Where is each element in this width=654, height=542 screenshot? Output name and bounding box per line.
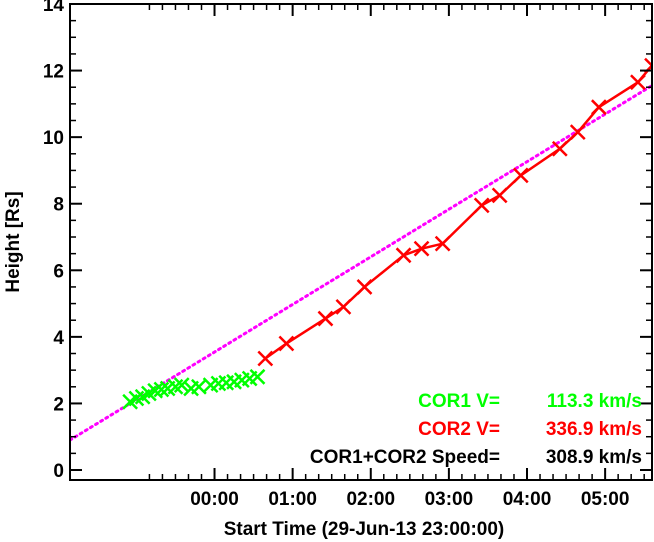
- data-point-cor2: [356, 279, 373, 295]
- data-point-cor1: [153, 381, 170, 398]
- ticks-layer: [70, 3, 652, 480]
- legend-value: 113.3 km/s: [547, 391, 642, 412]
- data-point-cor2: [551, 140, 568, 157]
- data-point-cor2: [278, 335, 295, 352]
- x-tick-label: 05:00: [581, 489, 630, 510]
- y-tick-label: 4: [53, 328, 64, 349]
- data-point-cor2: [317, 310, 334, 327]
- y-tick-label: 8: [53, 195, 64, 216]
- y-tick-label: 14: [43, 0, 65, 16]
- data-point-cor2: [413, 240, 430, 257]
- y-tick-label: 2: [53, 394, 64, 415]
- y-tick-label: 0: [53, 461, 64, 482]
- legend-value: 308.9 km/s: [546, 447, 642, 468]
- legend-label: COR1 V=: [418, 391, 500, 412]
- x-tick-label: 03:00: [425, 489, 474, 510]
- series-line-cor2: [264, 64, 652, 360]
- series-cor1: [122, 368, 266, 410]
- plot-frame: [69, 3, 653, 481]
- series-cor2: [257, 57, 652, 367]
- data-point-cor1: [249, 368, 266, 385]
- y-tick-label: 10: [43, 128, 64, 149]
- data-point-cor2: [434, 235, 451, 252]
- data-point-cor2: [335, 299, 352, 315]
- data-point-cor2: [569, 124, 586, 141]
- y-tick-label: 12: [43, 62, 64, 83]
- data-point-cor2: [473, 197, 490, 214]
- x-tick-label: 04:00: [503, 489, 552, 510]
- x-tick-label: 00:00: [190, 489, 239, 510]
- linear-fit-line: [70, 84, 652, 442]
- data-point-cor2: [491, 187, 508, 204]
- data-point-cor1: [173, 377, 190, 394]
- y-axis-title: Height [Rs]: [3, 191, 24, 292]
- x-tick-label: 01:00: [268, 489, 317, 510]
- legend-label: COR2 V=: [418, 419, 500, 440]
- tick-labels-layer: 0 2 4 6 8 10 12 14 00:00 01:00 02:00 03:00 04:00 05:0…: [43, 0, 630, 510]
- x-axis-title: Start Time (29-Jun-13 23:00:00): [224, 519, 505, 540]
- y-tick-label: 6: [53, 261, 64, 282]
- x-tick-label: 02:00: [346, 489, 395, 510]
- data-point-cor2: [630, 74, 646, 91]
- legend-value: 336.9 km/s: [546, 419, 642, 440]
- legend: 113.3 km/s COR1 V= 336.9 km/s COR2 V= 308.9 …: [310, 391, 642, 468]
- data-point-cor2: [512, 167, 529, 184]
- series-layer: [122, 57, 652, 410]
- data-point-cor2: [590, 99, 607, 116]
- linear-fit-layer: [70, 84, 652, 442]
- data-point-cor2: [257, 350, 274, 367]
- legend-label: COR1+COR2 Speed=: [310, 447, 500, 468]
- data-point-cor2: [395, 247, 412, 264]
